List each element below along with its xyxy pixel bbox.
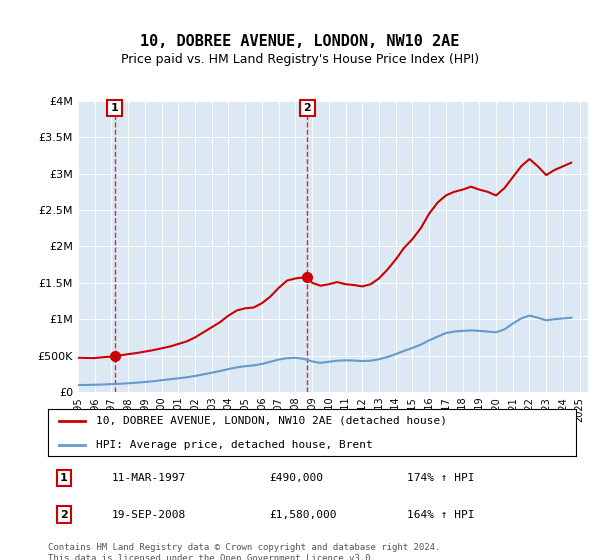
- Text: 174% ↑ HPI: 174% ↑ HPI: [407, 473, 475, 483]
- Text: 11-MAR-1997: 11-MAR-1997: [112, 473, 185, 483]
- Text: Price paid vs. HM Land Registry's House Price Index (HPI): Price paid vs. HM Land Registry's House …: [121, 53, 479, 66]
- Text: Contains HM Land Registry data © Crown copyright and database right 2024.
This d: Contains HM Land Registry data © Crown c…: [48, 543, 440, 560]
- Text: 10, DOBREE AVENUE, LONDON, NW10 2AE (detached house): 10, DOBREE AVENUE, LONDON, NW10 2AE (det…: [95, 416, 446, 426]
- Text: 1: 1: [60, 473, 68, 483]
- Text: HPI: Average price, detached house, Brent: HPI: Average price, detached house, Bren…: [95, 440, 372, 450]
- Text: 164% ↑ HPI: 164% ↑ HPI: [407, 510, 475, 520]
- Text: 2: 2: [60, 510, 68, 520]
- Text: 19-SEP-2008: 19-SEP-2008: [112, 510, 185, 520]
- Text: £490,000: £490,000: [270, 473, 324, 483]
- Text: 10, DOBREE AVENUE, LONDON, NW10 2AE: 10, DOBREE AVENUE, LONDON, NW10 2AE: [140, 34, 460, 49]
- Text: 2: 2: [304, 103, 311, 113]
- Text: 1: 1: [111, 103, 118, 113]
- Text: £1,580,000: £1,580,000: [270, 510, 337, 520]
